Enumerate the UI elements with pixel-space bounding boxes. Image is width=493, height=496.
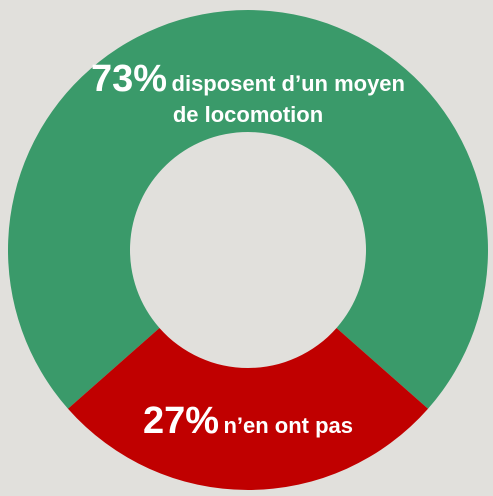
donut-slice <box>7 9 488 409</box>
donut-slice <box>67 328 429 490</box>
category-label: n’en ont pas <box>223 413 354 438</box>
value-label: 73% <box>91 58 168 100</box>
slice-label: 27% n’en ont pas <box>88 400 408 444</box>
value-label: 27% <box>142 400 220 442</box>
slice-label: 73% disposent d’un moyen de locomotion <box>78 58 418 127</box>
category-label: disposent d’un moyen de locomotion <box>171 71 405 127</box>
